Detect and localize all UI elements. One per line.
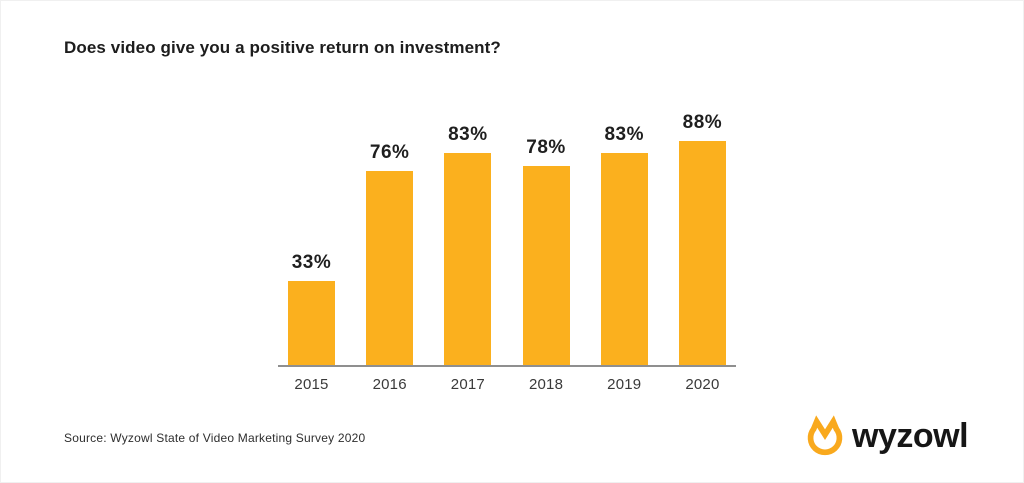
x-tick-label: 2020 [685, 376, 720, 393]
bar-group: 83% [600, 124, 648, 365]
bar [366, 171, 414, 365]
bar-value-label: 33% [291, 252, 332, 273]
bar-value-label: 78% [526, 137, 566, 158]
x-tick-label: 2019 [607, 376, 642, 393]
wyzowl-wordmark: wyzowl [852, 417, 969, 455]
bar [678, 141, 726, 365]
bar-value-label: 83% [448, 124, 488, 145]
wyzowl-logo: wyzowl [804, 415, 969, 457]
bar-group: 33% [288, 252, 335, 365]
bar-value-label: 76% [369, 142, 410, 163]
bar-chart: 33% 76% 83% 78% 83% 88% 2015 2016 2017 2018 2019 2… [278, 110, 736, 393]
x-tick-label: 2017 [450, 376, 485, 393]
bar-group: 83% [444, 124, 492, 365]
bar-group: 88% [678, 112, 726, 365]
x-tick-label: 2016 [372, 376, 407, 393]
bar [600, 153, 648, 365]
bar-value-label: 88% [682, 112, 723, 133]
bar [444, 153, 492, 365]
bar [288, 281, 335, 365]
source-note: Source: Wyzowl State of Video Marketing … [64, 431, 366, 445]
bar [522, 166, 570, 365]
bar-group: 78% [522, 137, 570, 365]
chart-title: Does video give you a positive return on… [64, 38, 501, 57]
x-axis-line [278, 365, 736, 367]
wyzowl-crown-ring-icon [804, 415, 846, 457]
bar-group: 76% [366, 142, 414, 365]
bars-row: 33% 76% 83% 78% 83% 88% [278, 110, 736, 365]
x-tick-label: 2018 [528, 376, 564, 393]
bar-value-label: 83% [604, 124, 645, 145]
x-axis-labels: 2015 2016 2017 2018 2019 2020 [278, 376, 736, 393]
x-tick-label: 2015 [294, 376, 329, 393]
